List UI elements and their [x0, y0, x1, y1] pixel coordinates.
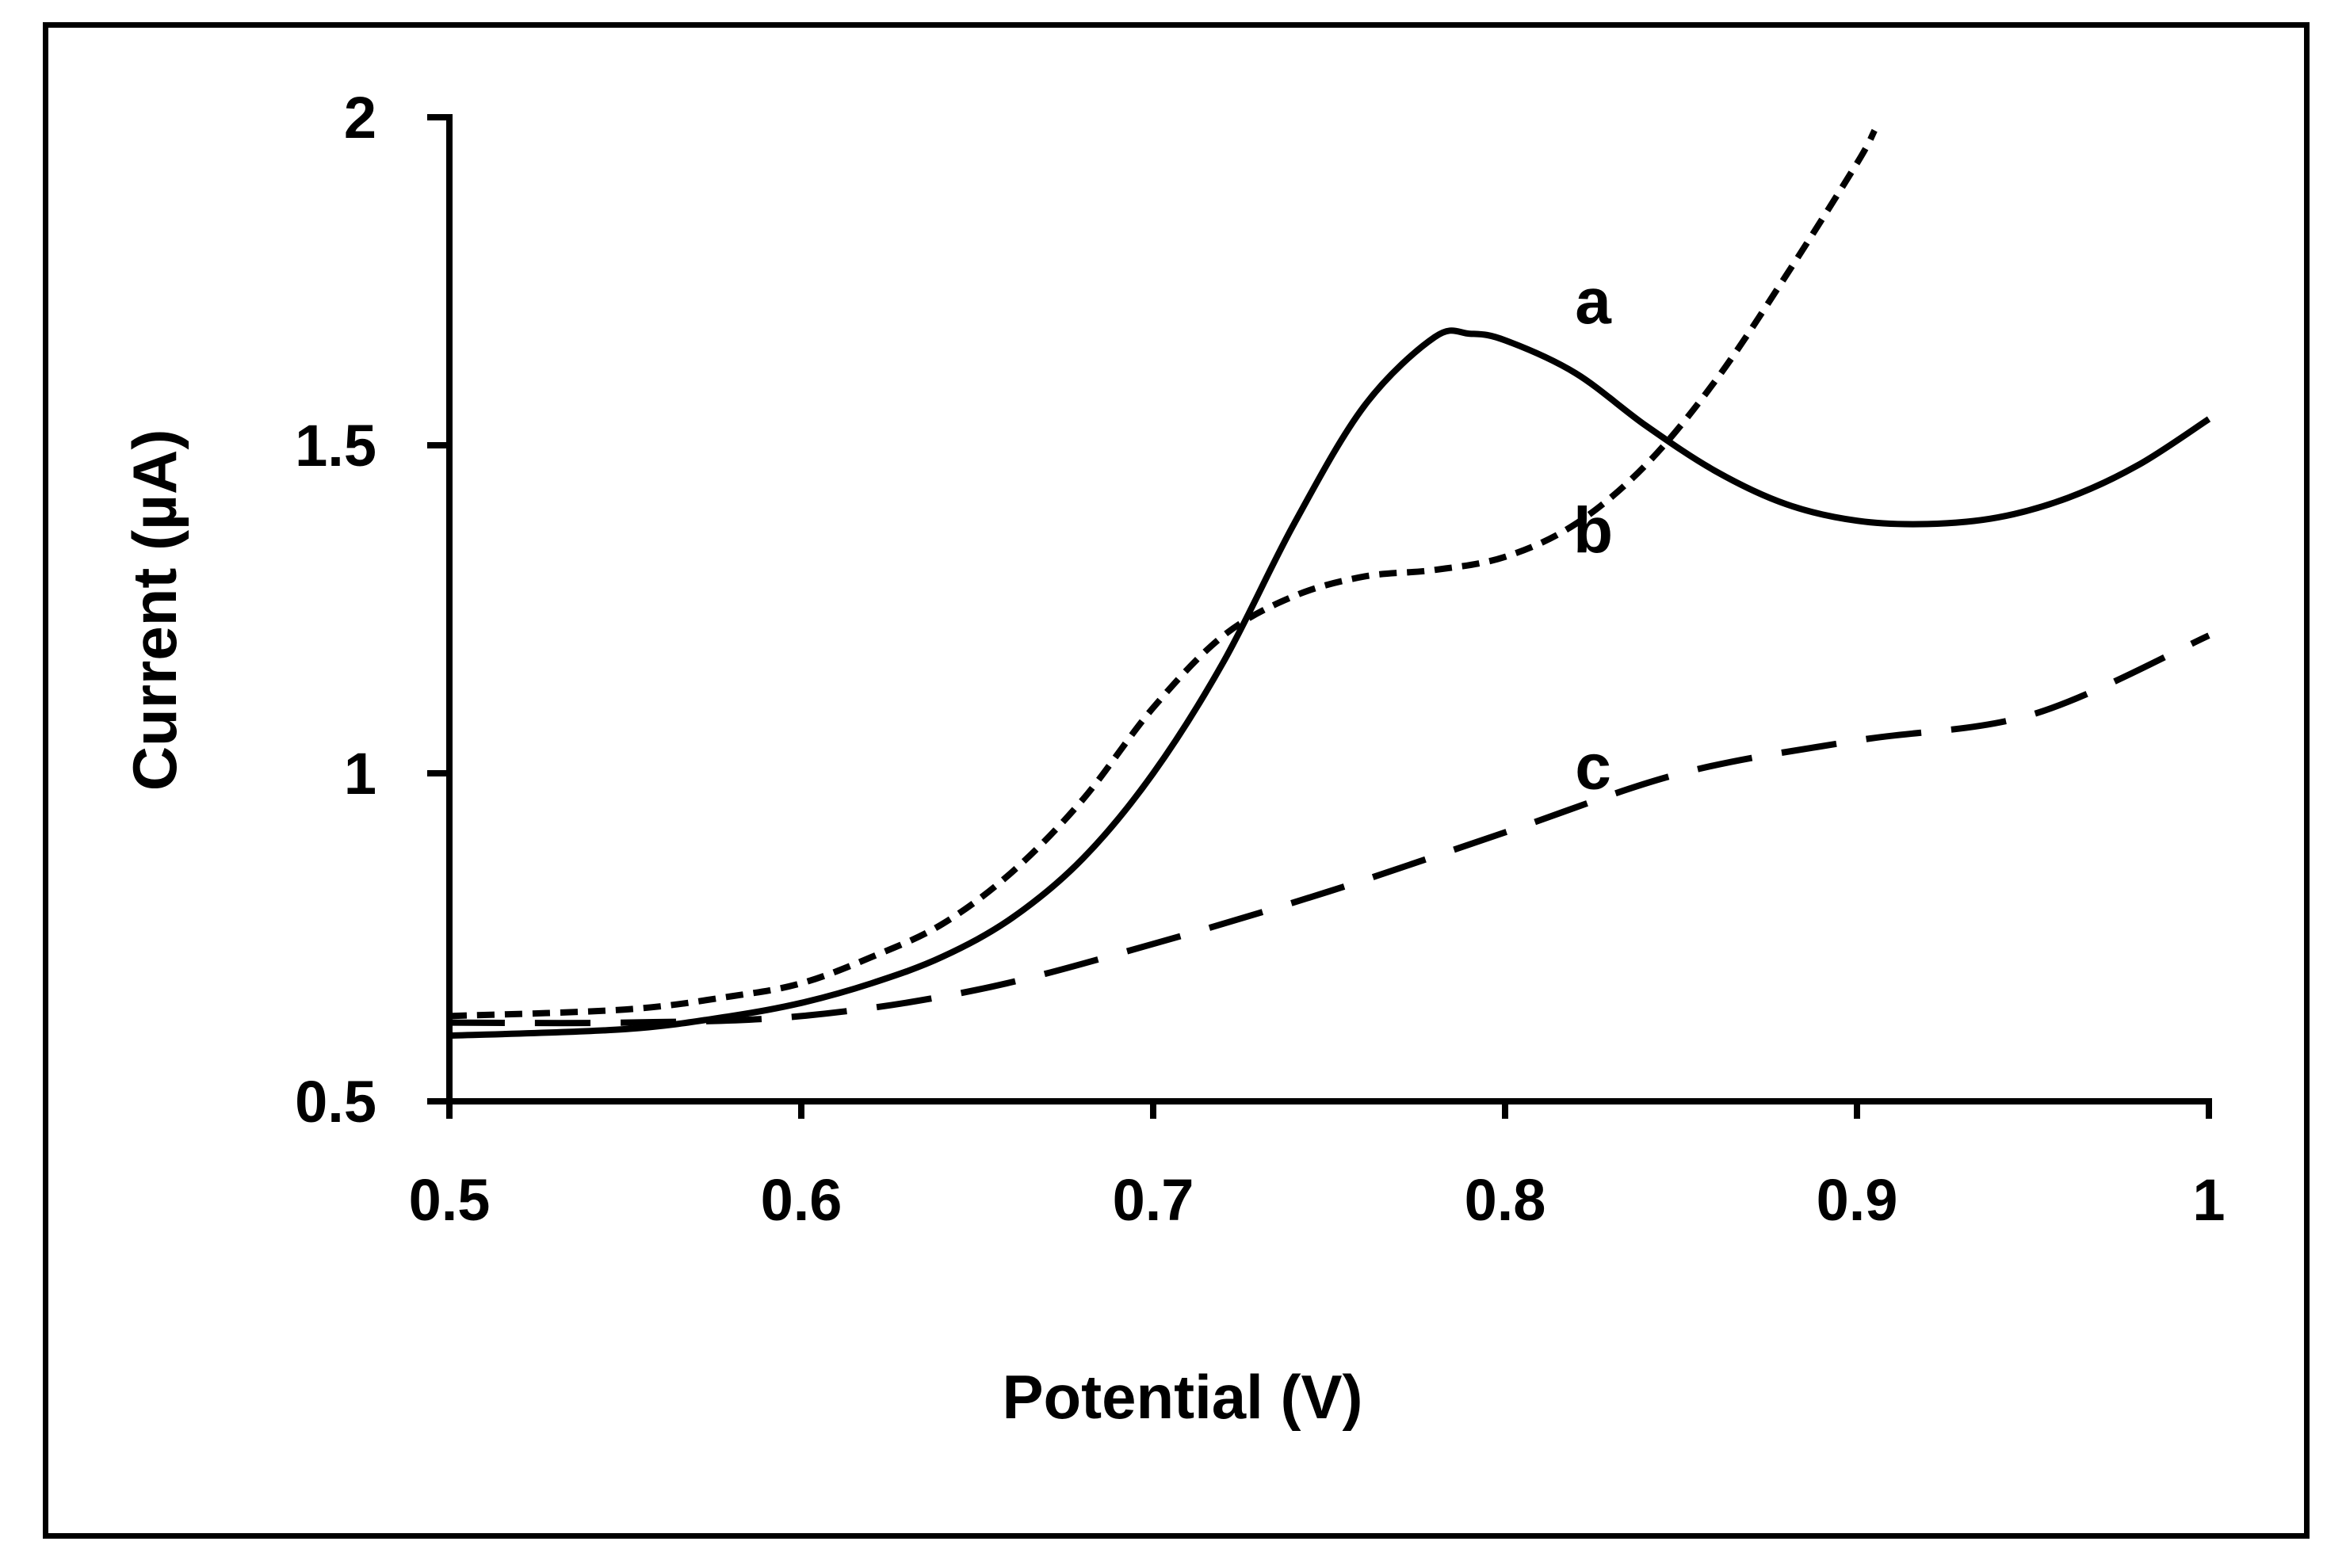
series-c-line [449, 632, 2210, 1027]
x-ticks-layer: 0.5 0.6 0.7 0.8 0.9 1 [409, 1101, 2226, 1233]
chart-frame [43, 22, 2310, 1539]
series-a-line [449, 327, 2211, 1040]
series-label-a: a [1575, 265, 1612, 338]
y-tick-label: 2 [344, 85, 376, 151]
x-tick-label: 0.7 [1113, 1167, 1194, 1233]
series-label-b: b [1573, 495, 1613, 567]
x-tick-label: 0.6 [761, 1167, 842, 1233]
annotation-layer: a b c [1573, 265, 1613, 803]
y-tick-label: 0.5 [295, 1069, 376, 1135]
x-axis-title: Potential (V) [1002, 1362, 1362, 1432]
x-tick-label: 0.9 [1817, 1167, 1898, 1233]
x-tick-label: 1 [2192, 1167, 2225, 1233]
axes-layer [427, 114, 2212, 1117]
series-layer [449, 128, 2211, 1040]
y-axis-title: Current (µA) [120, 429, 189, 792]
series-b-line [449, 128, 1878, 1020]
x-tick-label: 0.5 [409, 1167, 491, 1233]
y-tick-label: 1 [344, 741, 376, 807]
series-label-c: c [1575, 731, 1611, 803]
y-tick-label: 1.5 [295, 413, 376, 479]
x-tick-label: 0.8 [1465, 1167, 1546, 1233]
y-ticks-layer: 0.5 1 1.5 2 [295, 85, 449, 1135]
